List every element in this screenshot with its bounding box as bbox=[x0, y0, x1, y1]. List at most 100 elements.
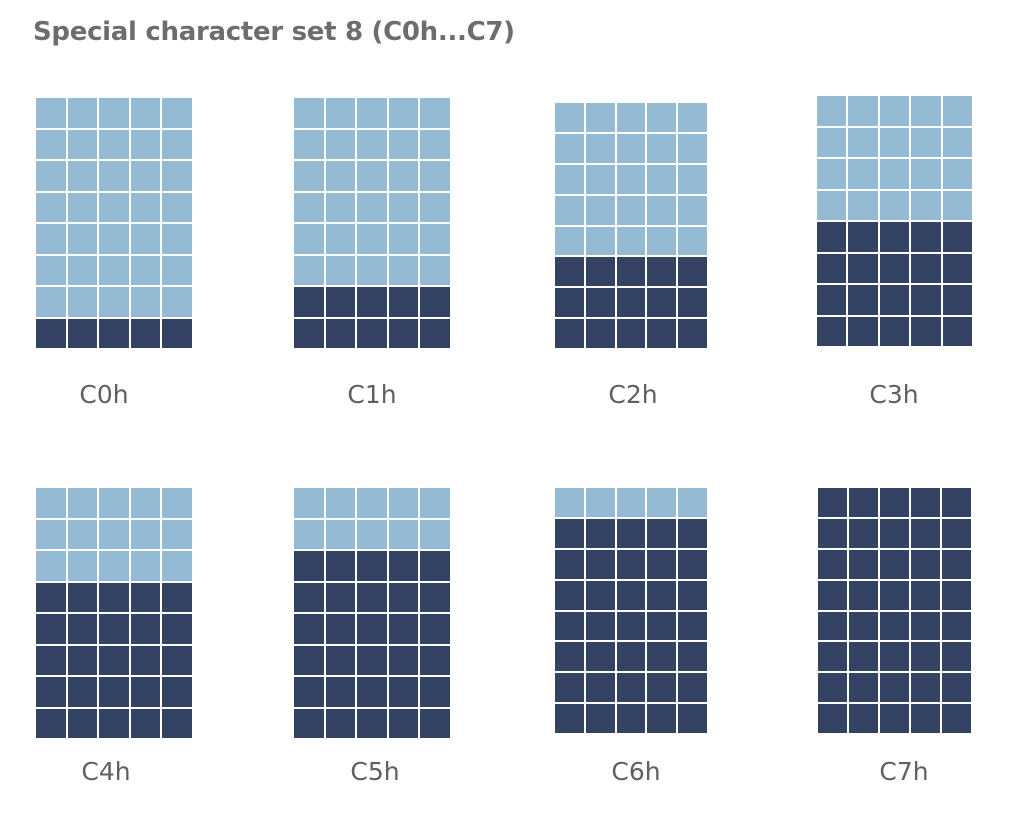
pixel-off bbox=[294, 192, 324, 222]
character-glyph-c0h bbox=[36, 98, 192, 348]
pixel-off bbox=[130, 551, 161, 581]
pixel-on bbox=[616, 611, 646, 641]
pixel-on bbox=[911, 253, 941, 283]
pixel-on bbox=[555, 580, 584, 610]
pixel-off bbox=[36, 287, 66, 317]
pixel-on bbox=[36, 582, 66, 612]
pixel-on bbox=[555, 257, 584, 287]
pixel-on bbox=[36, 645, 66, 675]
pixel-off bbox=[130, 129, 161, 159]
pixel-on bbox=[99, 708, 129, 738]
pixel-on bbox=[357, 582, 387, 612]
pixel-on bbox=[162, 708, 192, 738]
pixel-on bbox=[678, 704, 707, 733]
pixel-on bbox=[555, 549, 584, 579]
pixel-on bbox=[880, 673, 909, 703]
pixel-off bbox=[817, 190, 847, 220]
pixel-on bbox=[325, 614, 356, 644]
pixel-off bbox=[99, 224, 129, 254]
pixel-on bbox=[880, 704, 909, 733]
pixel-on bbox=[67, 614, 98, 644]
pixel-on bbox=[849, 611, 878, 641]
pixel-on bbox=[647, 580, 677, 610]
pixel-on bbox=[420, 677, 450, 707]
character-glyph-c7h bbox=[818, 488, 971, 733]
pixel-off bbox=[325, 255, 356, 285]
pixel-on bbox=[616, 580, 646, 610]
pixel-on bbox=[911, 580, 940, 610]
pixel-on bbox=[294, 551, 324, 581]
pixel-off bbox=[294, 161, 324, 191]
pixel-off bbox=[420, 161, 450, 191]
pixel-off bbox=[67, 488, 98, 518]
pixel-on bbox=[555, 319, 584, 348]
pixel-on bbox=[848, 285, 878, 315]
pixel-off bbox=[585, 488, 615, 517]
pixel-on bbox=[647, 642, 677, 672]
pixel-on bbox=[647, 518, 677, 548]
pixel-on bbox=[942, 488, 971, 517]
pixel-off bbox=[420, 224, 450, 254]
character-label: C4h bbox=[81, 757, 131, 786]
pixel-on bbox=[911, 222, 941, 252]
pixel-off bbox=[294, 98, 324, 128]
pixel-on bbox=[357, 645, 387, 675]
pixel-on bbox=[388, 318, 419, 348]
pixel-off bbox=[325, 192, 356, 222]
pixel-on bbox=[36, 614, 66, 644]
character-glyph-c5h bbox=[294, 488, 450, 738]
pixel-on bbox=[294, 318, 324, 348]
character-glyph-c6h bbox=[555, 488, 707, 733]
pixel-on bbox=[585, 319, 615, 348]
pixel-on bbox=[294, 614, 324, 644]
pixel-on bbox=[678, 642, 707, 672]
pixel-off bbox=[942, 159, 972, 189]
pixel-on bbox=[585, 642, 615, 672]
pixel-on bbox=[911, 673, 940, 703]
pixel-on bbox=[678, 288, 707, 318]
pixel-on bbox=[849, 673, 878, 703]
pixel-on bbox=[942, 549, 971, 579]
pixel-on bbox=[616, 549, 646, 579]
pixel-on bbox=[388, 645, 419, 675]
pixel-off bbox=[388, 519, 419, 549]
pixel-off bbox=[420, 255, 450, 285]
pixel-on bbox=[585, 673, 615, 703]
pixel-off bbox=[99, 519, 129, 549]
pixel-on bbox=[849, 642, 878, 672]
pixel-on bbox=[388, 582, 419, 612]
pixel-on bbox=[911, 285, 941, 315]
pixel-off bbox=[357, 488, 387, 518]
pixel-on bbox=[911, 611, 940, 641]
pixel-off bbox=[585, 164, 615, 194]
pixel-off bbox=[357, 255, 387, 285]
pixel-on bbox=[420, 708, 450, 738]
pixel-on bbox=[130, 614, 161, 644]
pixel-on bbox=[130, 645, 161, 675]
pixel-off bbox=[647, 195, 677, 225]
pixel-on bbox=[849, 518, 878, 548]
pixel-on bbox=[647, 319, 677, 348]
pixel-off bbox=[130, 161, 161, 191]
pixel-on bbox=[585, 580, 615, 610]
pixel-off bbox=[99, 551, 129, 581]
pixel-off bbox=[848, 159, 878, 189]
pixel-on bbox=[325, 582, 356, 612]
pixel-off bbox=[848, 96, 878, 126]
pixel-on bbox=[678, 549, 707, 579]
pixel-on bbox=[647, 704, 677, 733]
pixel-on bbox=[162, 582, 192, 612]
pixel-on bbox=[616, 257, 646, 287]
pixel-off bbox=[585, 226, 615, 256]
pixel-on bbox=[585, 518, 615, 548]
pixel-on bbox=[555, 518, 584, 548]
pixel-on bbox=[942, 253, 972, 283]
pixel-off bbox=[555, 133, 584, 163]
pixel-on bbox=[555, 611, 584, 641]
pixel-on bbox=[911, 704, 940, 733]
pixel-off bbox=[357, 192, 387, 222]
pixel-off bbox=[294, 255, 324, 285]
pixel-off bbox=[130, 519, 161, 549]
character-glyph-c1h bbox=[294, 98, 450, 348]
pixel-off bbox=[848, 190, 878, 220]
